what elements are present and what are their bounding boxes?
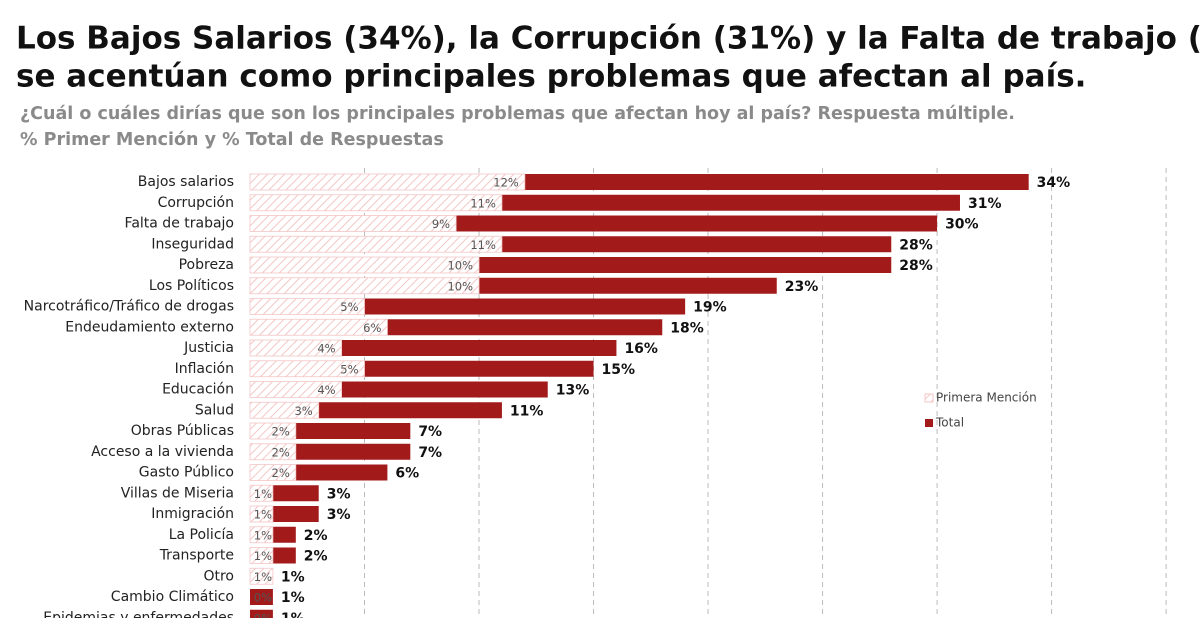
bar [249,443,297,461]
category-label: Educación [162,382,234,398]
data-label: 6% [363,321,381,335]
chart-subtitle: ¿Cuál o cuáles dirías que son los princi… [20,104,1015,124]
data-label: 3% [294,404,312,418]
bar [250,589,273,605]
bar [249,318,388,336]
data-label: 4% [317,383,335,397]
bar [249,256,480,274]
category-label: Endeudamiento externo [65,319,234,335]
legend-label: Total [935,416,964,430]
category-label: Transporte [159,548,234,564]
data-label: 2% [272,466,290,480]
bar [249,277,480,295]
bar [249,422,297,440]
legend-marker [925,419,933,427]
bar [249,567,274,585]
category-label: Corrupción [158,195,234,211]
data-label: 1% [254,570,272,584]
data-label: 2% [272,425,290,439]
data-label: 7% [418,445,442,461]
data-label: 10% [447,279,473,293]
data-label: 28% [899,237,933,253]
data-label: 28% [899,258,933,274]
bar [249,464,297,481]
data-label: 2% [304,528,328,544]
category-label: La Policía [169,527,234,543]
data-label: 23% [785,279,819,295]
bar [249,173,526,191]
data-label: 0% [254,611,272,618]
data-label: 1% [254,528,272,542]
category-label: Narcotráfico/Tráfico de drogas [24,299,234,315]
data-label: 31% [968,196,1002,212]
bar [249,194,503,212]
bar [249,235,503,253]
data-label: 30% [945,217,979,233]
bar [249,215,457,232]
data-label: 6% [395,466,419,482]
data-label: 1% [254,487,272,501]
data-label: 1% [254,508,272,522]
data-label: 7% [418,424,442,440]
data-label: 5% [340,362,358,376]
category-label: Villas de Miseria [121,485,234,501]
category-label: Otro [203,568,234,584]
chart-subtitle: % Primer Mención y % Total de Respuestas [20,130,444,150]
data-label: 34% [1037,175,1071,191]
bar [250,609,273,618]
chart-title: se acentúan como principales problemas q… [16,59,1086,95]
data-label: 11% [470,238,496,252]
data-label: 19% [693,300,727,316]
bar [249,339,343,357]
data-label: 1% [281,590,305,606]
category-label: Inflación [175,361,234,377]
legend-marker [924,393,934,403]
data-label: 10% [447,259,473,273]
data-label: 4% [317,342,335,356]
bar [249,484,274,502]
data-label: 1% [281,611,305,618]
data-label: 11% [510,403,544,419]
category-label: Obras Públicas [131,423,234,439]
bar [249,547,274,564]
category-label: Bajos salarios [138,174,234,190]
legend-label: Primera Mención [936,391,1037,405]
data-label: 3% [327,507,351,523]
category-label: Inseguridad [151,236,234,252]
data-label: 5% [340,300,358,314]
bar [249,381,343,398]
data-label: 3% [327,486,351,502]
category-label: Acceso a la vivienda [91,444,234,460]
category-label: Falta de trabajo [125,216,234,232]
category-label: Cambio Climático [111,589,234,605]
bar [249,526,274,544]
data-label: 11% [470,196,496,210]
data-label: 9% [432,217,450,231]
category-label: Inmigración [151,506,234,522]
data-label: 12% [493,176,519,190]
chart-title: Los Bajos Salarios (34%), la Corrupción … [16,21,1200,57]
category-label: Los Políticos [149,278,234,294]
category-label: Pobreza [179,257,234,273]
bar [249,360,365,378]
bar [249,298,365,315]
category-label: Epidemias y enfermedades [43,610,234,618]
bar [249,401,320,419]
data-label: 18% [670,320,704,336]
data-label: 13% [556,383,590,399]
data-label: 1% [254,549,272,563]
bar [249,505,274,523]
data-label: 2% [272,445,290,459]
data-label: 0% [254,591,272,605]
data-label: 16% [624,341,658,357]
category-label: Salud [195,402,234,418]
data-label: 2% [304,549,328,565]
category-label: Justicia [183,340,234,356]
category-label: Gasto Público [139,465,234,481]
data-label: 15% [602,362,636,378]
data-label: 1% [281,569,305,585]
